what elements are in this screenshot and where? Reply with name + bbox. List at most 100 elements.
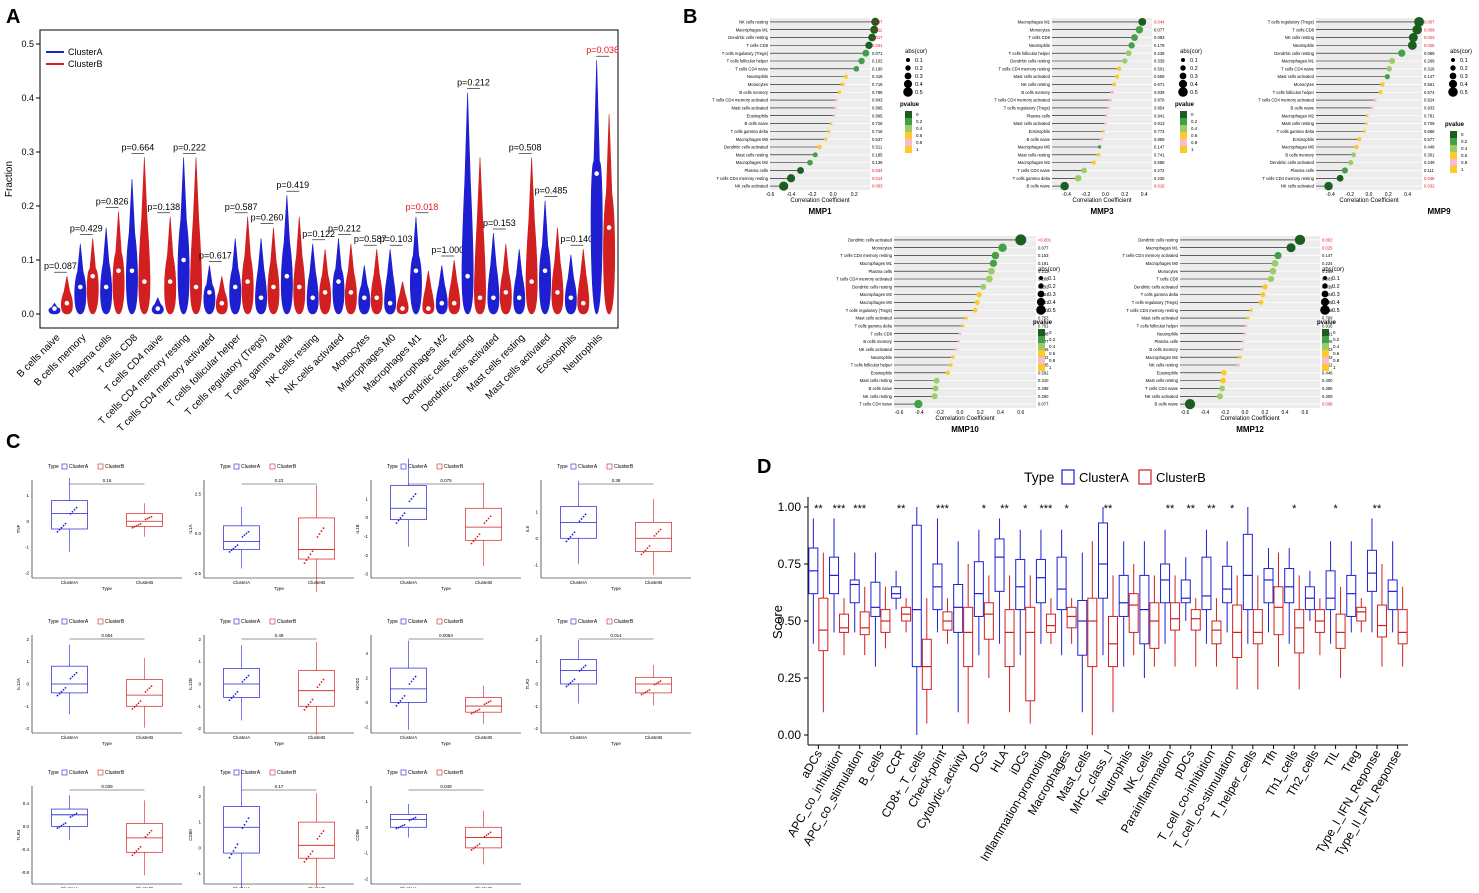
pvalue-label: 0.017 [872,35,883,40]
pvalue-label: 0.716 [872,82,883,87]
lollipop-dot [1354,144,1359,150]
pvalue-label: 0.007 [1424,20,1435,25]
lollipop-dot [1125,50,1132,57]
data-point [489,700,492,703]
legend-swatch-clustera [61,618,68,625]
data-point [322,678,325,681]
row-label: T cells regulatory (Tregs) [1132,300,1179,305]
row-label: Macrophages M0 [860,300,893,305]
box-iqr [223,806,260,854]
y-axis-title: CD80 [188,829,193,841]
x-tick-label: ClusterA [233,735,250,740]
legend-size-label: 0.5 [1190,90,1198,96]
x-tick-label: ClusterB [475,580,492,585]
box-iqr [1045,613,1056,633]
box-iqr [1356,606,1367,622]
violin-b [577,249,590,315]
lollipop-dot [1412,24,1422,35]
violin-b [61,276,73,315]
median-point [568,295,574,301]
data-point [485,834,488,837]
box-iqr [1294,609,1305,654]
median-point [103,284,109,290]
legend-pvalue-label: 0.6 [1461,153,1468,158]
lollipop-dot [1380,82,1385,87]
lollipop-dot [1240,347,1244,351]
x-tick-label: 0.2 [1121,192,1128,198]
subplot-title: MMP12 [1236,425,1264,434]
legend-pvalue-label: 0.2 [1461,139,1468,144]
box-iqr [1004,609,1015,668]
row-label: T cells CD4 memory resting [840,253,892,258]
legend-title: Type [48,464,59,470]
legend-pvalue-label: 0.4 [1333,344,1340,349]
pvalue-label: 0.075 [440,478,452,483]
lollipop-dot [1102,129,1105,133]
legend-pvalue-swatch [1180,139,1187,146]
data-point [69,677,72,680]
row-label: Macrophages M0 [1282,145,1315,150]
row-label: T cells CD8 [1156,277,1178,282]
data-point [487,517,490,520]
data-point [150,515,153,518]
significance-label: ** [1166,503,1175,515]
lollipop-dot [1108,98,1112,102]
pvalue-label: 0.895 [872,113,883,118]
data-point [71,675,74,678]
box-iqr [1201,556,1212,611]
pvalue-label: 0.686 [1424,129,1435,134]
data-point [230,853,233,856]
row-label: Monocytes [1158,269,1178,274]
median-point [155,306,161,311]
row-label: Dendritic cells activated [1270,160,1315,165]
legend-swatch-clustera [61,463,68,470]
violin-b [164,216,177,315]
data-point [56,530,59,533]
median-point [606,225,612,230]
legend-title: Type [387,770,398,776]
violin-a [564,254,577,315]
y-tick-label: 2 [535,637,538,642]
legend-pvalue-label: 0.8 [916,140,923,145]
data-point [580,518,583,520]
legend-pvalue-label: 0.6 [916,133,923,138]
data-point [642,551,645,554]
y-tick-label: 0.0 [21,309,34,319]
lollipop-dot [1258,300,1264,305]
y-axis-title: Fraction [4,161,15,197]
data-point [470,542,473,545]
pvalue-label: 0.014 [610,633,622,638]
lollipop-dot [1365,114,1369,118]
legend-label-clustera: ClusterA [241,464,261,470]
legend-size-dot [903,87,913,97]
median-point [387,300,393,306]
violin-a [177,157,190,315]
data-point [133,852,136,855]
median-point [116,268,121,274]
data-point [412,817,415,820]
box-iqr [1190,609,1201,631]
data-point [395,522,398,524]
legend-pvalue-swatch [1322,357,1329,364]
box-iqr [298,517,335,560]
pvalue-label: p=1.000 [431,245,464,255]
legend-pvalue-label: 0 [1461,132,1464,137]
row-label: T cells follicular helper [727,59,769,64]
data-point [73,508,76,511]
y-axis-title: TNF [16,524,21,533]
x-tick-label: ClusterA [400,580,417,585]
data-point [644,549,647,552]
legend-label-clustera: ClusterA [241,619,261,625]
legend-swatch-clustera [1061,469,1075,485]
legend-pvalue-swatch [905,125,912,132]
pvalue-label: 0.561 [1424,82,1435,87]
lollipop-dot [1370,106,1374,110]
lollipop-dot [1116,66,1122,72]
legend-pvalue-swatch [1180,111,1187,118]
legend-size-dot [1449,72,1457,80]
data-point [414,816,417,819]
violin-a [306,243,319,315]
legend-swatch-clusterb [606,463,613,470]
lollipop-dot [1348,160,1354,166]
legend-size-dot [1178,87,1188,97]
